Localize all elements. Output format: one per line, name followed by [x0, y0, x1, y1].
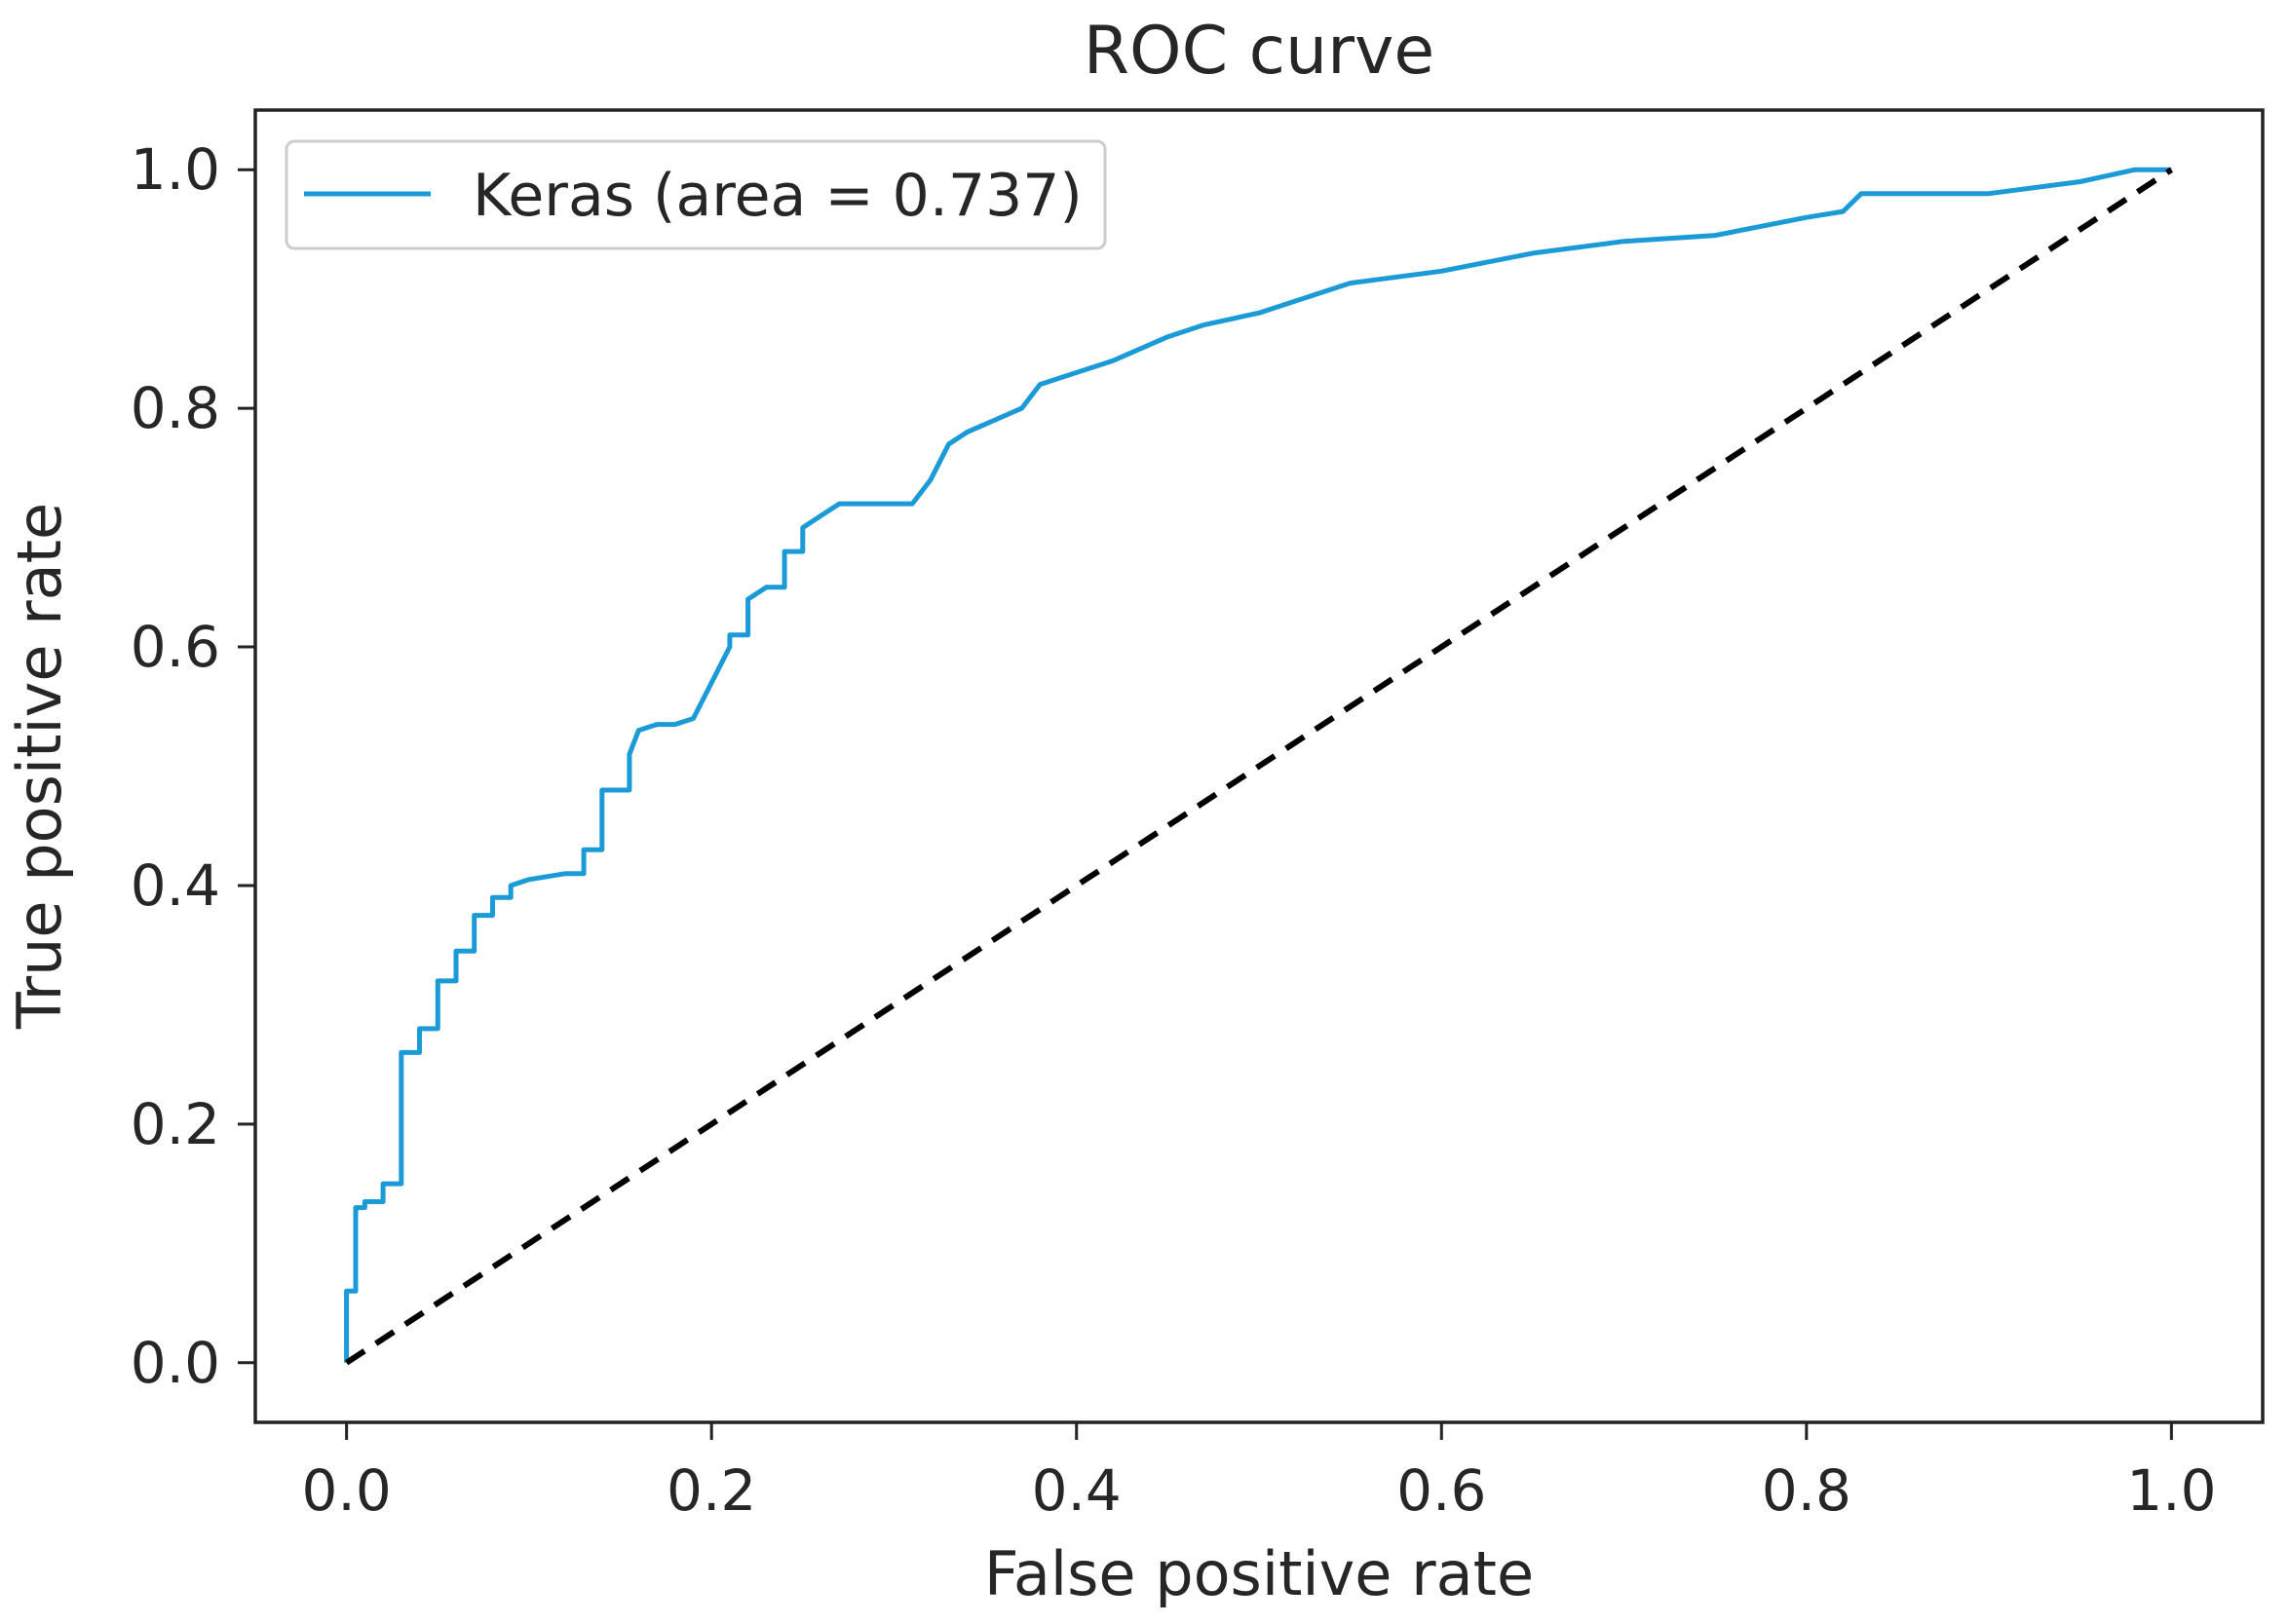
y-tick-label: 0.2 [131, 1091, 220, 1157]
legend: Keras (area = 0.737) [285, 139, 1107, 250]
legend-label-keras: Keras (area = 0.737) [473, 162, 1083, 230]
roc-curve-line [344, 167, 2172, 1363]
y-tick-label: 0.8 [131, 375, 220, 441]
x-axis: 0.0 0.2 0.4 0.6 0.8 1.0 [302, 1422, 2216, 1524]
x-axis-title: False positive rate [984, 1538, 1534, 1609]
chance-diagonal-line [344, 167, 2174, 1366]
x-tick-label: 0.2 [667, 1457, 756, 1524]
plot-area [253, 108, 2265, 1424]
series-layer [344, 167, 2174, 1366]
x-tick-label: 0.8 [1762, 1457, 1851, 1524]
x-tick-label: 0.4 [1032, 1457, 1122, 1524]
y-axis: 0.0 0.2 0.4 0.6 0.8 1.0 [131, 136, 255, 1396]
y-tick-label: 0.0 [131, 1330, 220, 1396]
y-tick-label: 0.6 [131, 614, 220, 680]
legend-box [285, 139, 1107, 250]
x-tick-label: 0.0 [302, 1457, 392, 1524]
chart-title: ROC curve [1084, 13, 1434, 90]
y-tick-label: 0.4 [131, 852, 220, 919]
x-tick-label: 1.0 [2126, 1457, 2216, 1524]
y-axis-title: True positive rate [4, 503, 75, 1030]
y-tick-label: 1.0 [131, 136, 220, 203]
x-tick-label: 0.6 [1396, 1457, 1486, 1524]
